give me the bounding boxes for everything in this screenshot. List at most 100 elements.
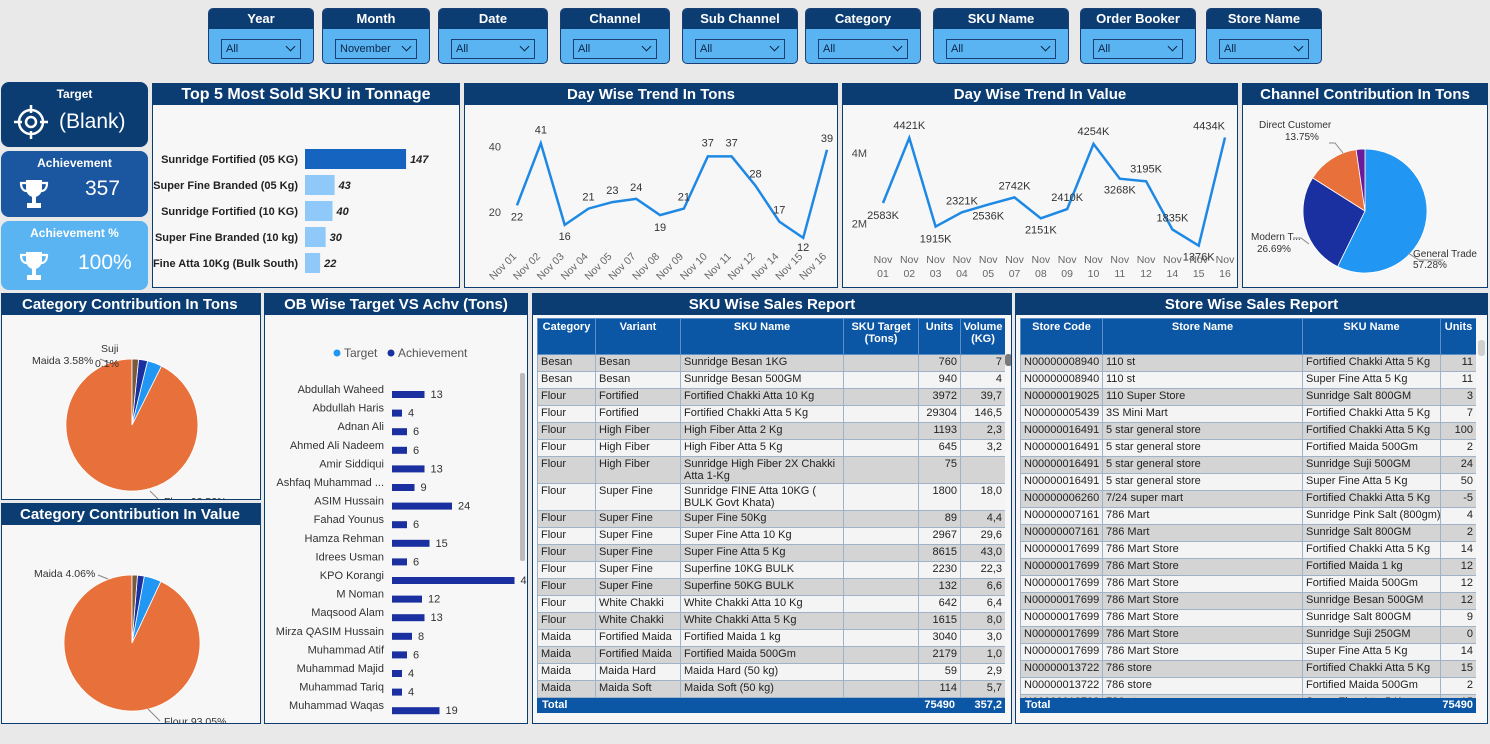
table-cell bbox=[960, 456, 1005, 484]
table-cell: 5,7 bbox=[960, 680, 1005, 698]
slicer-dropdown[interactable]: All bbox=[695, 39, 785, 59]
slicer-month[interactable]: Month November bbox=[322, 8, 430, 64]
slicer-dropdown[interactable]: November bbox=[335, 39, 417, 59]
table-row[interactable]: Maida Maida Hard Maida Hard (50 kg) 59 2,9 bbox=[537, 663, 1005, 681]
table-row[interactable]: N00000017699 786 Mart Store Fortified Maid… bbox=[1020, 558, 1476, 576]
table-row[interactable]: N00000016491 5 star general store Sunridge… bbox=[1020, 456, 1476, 474]
slicer-dropdown[interactable]: All bbox=[1093, 39, 1183, 59]
table-row[interactable]: Maida Maida Soft Maida Soft (50 kg) 114 5,7 bbox=[537, 680, 1005, 698]
table-row[interactable]: Flour White Chakki White Chakki Atta 10 Kg… bbox=[537, 595, 1005, 613]
table-row[interactable]: N00000017699 786 Mart Store Fortified Chak… bbox=[1020, 541, 1476, 559]
table-row[interactable]: Flour High Fiber Sunridge High Fiber 2X Ch… bbox=[537, 456, 1005, 484]
column-header[interactable]: Volume (KG) bbox=[960, 318, 1005, 355]
table-row[interactable]: N00000017699 786 Mart Store Fortified Maid… bbox=[1020, 575, 1476, 593]
table-row[interactable]: Flour Fortified Fortified Chakki Atta 10 K… bbox=[537, 388, 1005, 406]
column-header[interactable]: Units bbox=[918, 318, 961, 355]
table-row[interactable]: N00000007161 786 Mart Sunridge Pink Salt (… bbox=[1020, 507, 1476, 525]
table-cell: 5 star general store bbox=[1102, 473, 1303, 491]
table-cell: High Fiber Atta 2 Kg bbox=[680, 422, 844, 440]
table-row[interactable]: Flour High Fiber High Fiber Atta 2 Kg 1193 2… bbox=[537, 422, 1005, 440]
table-row[interactable]: N00000017699 786 Mart Store Sunridge Besan… bbox=[1020, 592, 1476, 610]
x-tick-label: Nov 10 bbox=[1084, 254, 1103, 280]
store-table-wrap[interactable]: Store Code Store Name SKU Name Units N00000… bbox=[1020, 318, 1476, 698]
slicer-dropdown[interactable]: All bbox=[221, 39, 301, 59]
table-cell: N00000017699 bbox=[1020, 575, 1103, 593]
slicer-sub-channel[interactable]: Sub Channel All bbox=[682, 8, 798, 64]
table-row[interactable]: N00000013722 786 store Fortified Chakki At… bbox=[1020, 660, 1476, 678]
table-cell bbox=[843, 646, 919, 664]
table-row[interactable]: Flour Super Fine Super Fine Atta 5 Kg 8615 4… bbox=[537, 544, 1005, 562]
column-header[interactable]: SKU Target (Tons) bbox=[843, 318, 919, 355]
data-label: 3268K bbox=[1104, 185, 1136, 197]
slicer-dropdown[interactable]: All bbox=[818, 39, 908, 59]
x-tick-label: Nov 09 bbox=[1058, 254, 1077, 280]
column-header[interactable]: Store Code bbox=[1020, 318, 1103, 355]
table-row[interactable]: N00000008940 110 st Super Fine Atta 5 Kg 11 bbox=[1020, 371, 1476, 389]
table-row[interactable]: N00000007161 786 Mart Sunridge Salt 800GM 2 bbox=[1020, 524, 1476, 542]
channel-panel: Channel Contribution In Tons General Tra… bbox=[1242, 83, 1488, 288]
table-row[interactable]: N00000008940 110 st Fortified Chakki Atta … bbox=[1020, 354, 1476, 372]
ob-bar bbox=[392, 502, 452, 510]
table-cell: 760 bbox=[918, 354, 961, 372]
table-row[interactable]: Besan Besan Sunridge Besan 500GM 940 4 bbox=[537, 371, 1005, 389]
ob-value-label: 13 bbox=[431, 389, 443, 401]
column-header[interactable]: Variant bbox=[595, 318, 681, 355]
sku-report-title: SKU Wise Sales Report bbox=[533, 294, 1011, 315]
table-cell: N00000013722 bbox=[1020, 677, 1103, 695]
table-cell bbox=[843, 354, 919, 372]
table-cell: 2179 bbox=[918, 646, 961, 664]
sku-table-wrap[interactable]: Category Variant SKU Name SKU Target (Tons)… bbox=[537, 318, 1005, 698]
column-header[interactable]: Category bbox=[537, 318, 596, 355]
column-header[interactable]: Units bbox=[1440, 318, 1476, 355]
slicer-channel[interactable]: Channel All bbox=[560, 8, 670, 64]
table-row[interactable]: Flour Super Fine Sunridge FINE Atta 10KG (… bbox=[537, 483, 1005, 511]
store-scroll-thumb[interactable] bbox=[1478, 340, 1485, 356]
column-header[interactable]: Store Name bbox=[1102, 318, 1303, 355]
sku-scroll-thumb[interactable] bbox=[1005, 354, 1011, 366]
data-label: 2742K bbox=[999, 180, 1031, 192]
slicer-order-booker[interactable]: Order Booker All bbox=[1080, 8, 1196, 64]
table-row[interactable]: Maida Fortified Maida Fortified Maida 500G… bbox=[537, 646, 1005, 664]
table-row[interactable]: N00000017699 786 Mart Store Super Fine Att… bbox=[1020, 643, 1476, 661]
table-row[interactable]: Flour Super Fine Super Fine 50Kg 89 4,4 bbox=[537, 510, 1005, 528]
table-row[interactable]: N00000005439 3S Mini Mart Fortified Chakki… bbox=[1020, 405, 1476, 423]
slicer-dropdown[interactable]: All bbox=[946, 39, 1056, 59]
column-header[interactable]: SKU Name bbox=[680, 318, 844, 355]
table-row[interactable]: Flour Fortified Fortified Chakki Atta 5 Kg… bbox=[537, 405, 1005, 423]
slicer-year[interactable]: Year All bbox=[208, 8, 314, 64]
table-row[interactable]: Flour Super Fine Superfine 50KG BULK 132 6,6 bbox=[537, 578, 1005, 596]
table-cell: 11 bbox=[1440, 354, 1476, 372]
table-row[interactable]: Besan Besan Sunridge Besan 1KG 760 7 bbox=[537, 354, 1005, 372]
table-cell: N00000019025 bbox=[1020, 388, 1103, 406]
slicer-date[interactable]: Date All bbox=[438, 8, 548, 64]
table-cell: White Chakki Atta 10 Kg bbox=[680, 595, 844, 613]
table-cell: 3,2 bbox=[960, 439, 1005, 457]
table-row[interactable]: Flour Super Fine Superfine 10KG BULK 2230 22… bbox=[537, 561, 1005, 579]
table-row[interactable]: N00000013722 786 store Fortified Maida 500… bbox=[1020, 677, 1476, 695]
slicer-dropdown[interactable]: All bbox=[573, 39, 657, 59]
day-value-line-chart: 2M 4M 2583K 4421K 1915K 2321K 2536K 2742K 2151K 2… bbox=[852, 120, 1235, 280]
table-row[interactable]: Flour White Chakki White Chakki Atta 5 Kg 1… bbox=[537, 612, 1005, 630]
table-row[interactable]: Flour Super Fine Super Fine Atta 10 Kg 2967… bbox=[537, 527, 1005, 545]
chevron-down-icon bbox=[519, 41, 530, 52]
table-row[interactable]: N00000016491 5 star general store Fortifie… bbox=[1020, 422, 1476, 440]
table-row[interactable]: N00000016491 5 star general store Super Fi… bbox=[1020, 473, 1476, 491]
column-header[interactable]: SKU Name bbox=[1302, 318, 1441, 355]
table-cell: 6,4 bbox=[960, 595, 1005, 613]
table-row[interactable]: N00000017699 786 Mart Store Sunridge Suji … bbox=[1020, 626, 1476, 644]
table-cell: Fortified Chakki Atta 5 Kg bbox=[1302, 541, 1441, 559]
slicer-sku-name[interactable]: SKU Name All bbox=[933, 8, 1069, 64]
table-cell: Super Fine bbox=[595, 483, 681, 511]
table-row[interactable]: N00000017699 786 Mart Store Sunridge Salt … bbox=[1020, 609, 1476, 627]
slicer-store-name[interactable]: Store Name All bbox=[1206, 8, 1322, 64]
table-row[interactable]: N00000006260 7/24 super mart Fortified Cha… bbox=[1020, 490, 1476, 508]
table-row[interactable]: Flour High Fiber High Fiber Atta 5 Kg 645 3,… bbox=[537, 439, 1005, 457]
slicer-dropdown[interactable]: All bbox=[451, 39, 535, 59]
category-value-panel: Category Contribution In Value Flour 93.… bbox=[1, 503, 261, 728]
slicer-category[interactable]: Category All bbox=[805, 8, 921, 64]
table-row[interactable]: Maida Fortified Maida Fortified Maida 1 kg… bbox=[537, 629, 1005, 647]
slicer-dropdown[interactable]: All bbox=[1219, 39, 1309, 59]
table-row[interactable]: N00000019025 110 Super Store Sunridge Salt… bbox=[1020, 388, 1476, 406]
table-row[interactable]: N00000016491 5 star general store Fortifie… bbox=[1020, 439, 1476, 457]
